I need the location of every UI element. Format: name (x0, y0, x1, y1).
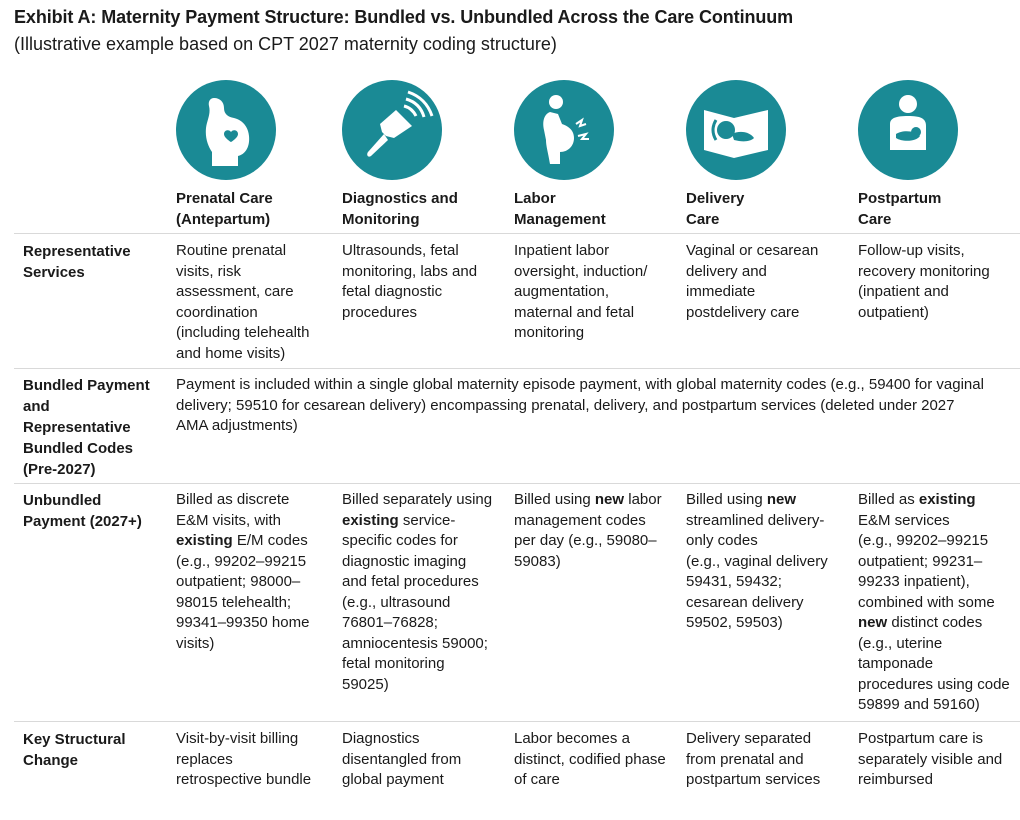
row-divider (14, 233, 1020, 234)
table-cell: Inpatient labor oversight, induction/augm… (514, 242, 648, 341)
exhibit-title: Exhibit A: Maternity Payment Structure: … (14, 7, 794, 27)
row-header-unbundled-payment: Unbundled Payment (2027+) (23, 492, 142, 530)
table-cell: Postpartum care is separately visible and… (858, 730, 1003, 788)
table-cell: Ultrasounds, fetal monitoring, labs and fe… (342, 242, 478, 321)
baby-delivery-icon (686, 80, 786, 180)
row-header-key-structural-change: Key Structural Change (23, 731, 126, 769)
exhibit-subtitle: (Illustrative example based on CPT 2027 … (14, 34, 557, 54)
labor-contraction-icon (514, 80, 614, 180)
table-cell: Visit-by-visit billing replaces retrospect… (176, 730, 312, 788)
table-cell: Follow-up visits, recovery monitoring (inp… (858, 242, 990, 321)
table-cell: Billed using new streamlined delivery-onl… (686, 491, 828, 631)
table-cell: Billed using new labor management codes pe… (514, 491, 662, 570)
column-header-prenatal: Prenatal Care (Antepartum) (176, 190, 273, 228)
column-header-delivery: Delivery Care (686, 190, 745, 228)
table-cell: Billed as existing E&M services (e.g., 992… (858, 491, 1010, 713)
bundled-payment-description: Payment is included within a single glob… (176, 376, 984, 434)
table-cell: Vaginal or cesarean delivery and immediate… (686, 242, 819, 321)
row-divider (14, 368, 1020, 369)
row-divider (14, 483, 1020, 484)
row-header-bundled-payment: Bundled Payment and Representative Bundled … (23, 377, 150, 478)
table-cell: Diagnostics disentangled from global payme… (342, 730, 462, 788)
table-cell: Routine prenatal visits, risk assessment, … (176, 242, 310, 362)
table-cell: Billed separately using existing service-… (342, 491, 493, 693)
row-divider (14, 721, 1020, 722)
column-header-postpartum: Postpartum Care (858, 190, 942, 228)
column-header-labor: Labor Management (514, 190, 606, 228)
table-cell: Labor becomes a distinct, codified phase o… (514, 730, 666, 788)
row-header-representative-services: Representative Services (23, 243, 131, 281)
ultrasound-probe-icon (342, 80, 442, 180)
pregnant-belly-heart-icon (176, 80, 276, 180)
mother-holding-baby-icon (858, 80, 958, 180)
table-cell: Delivery separated from prenatal and postp… (686, 730, 821, 788)
table-cell: Billed as discrete E&M visits, with existi… (176, 491, 310, 652)
column-header-diagnostics: Diagnostics and Monitoring (342, 190, 458, 228)
